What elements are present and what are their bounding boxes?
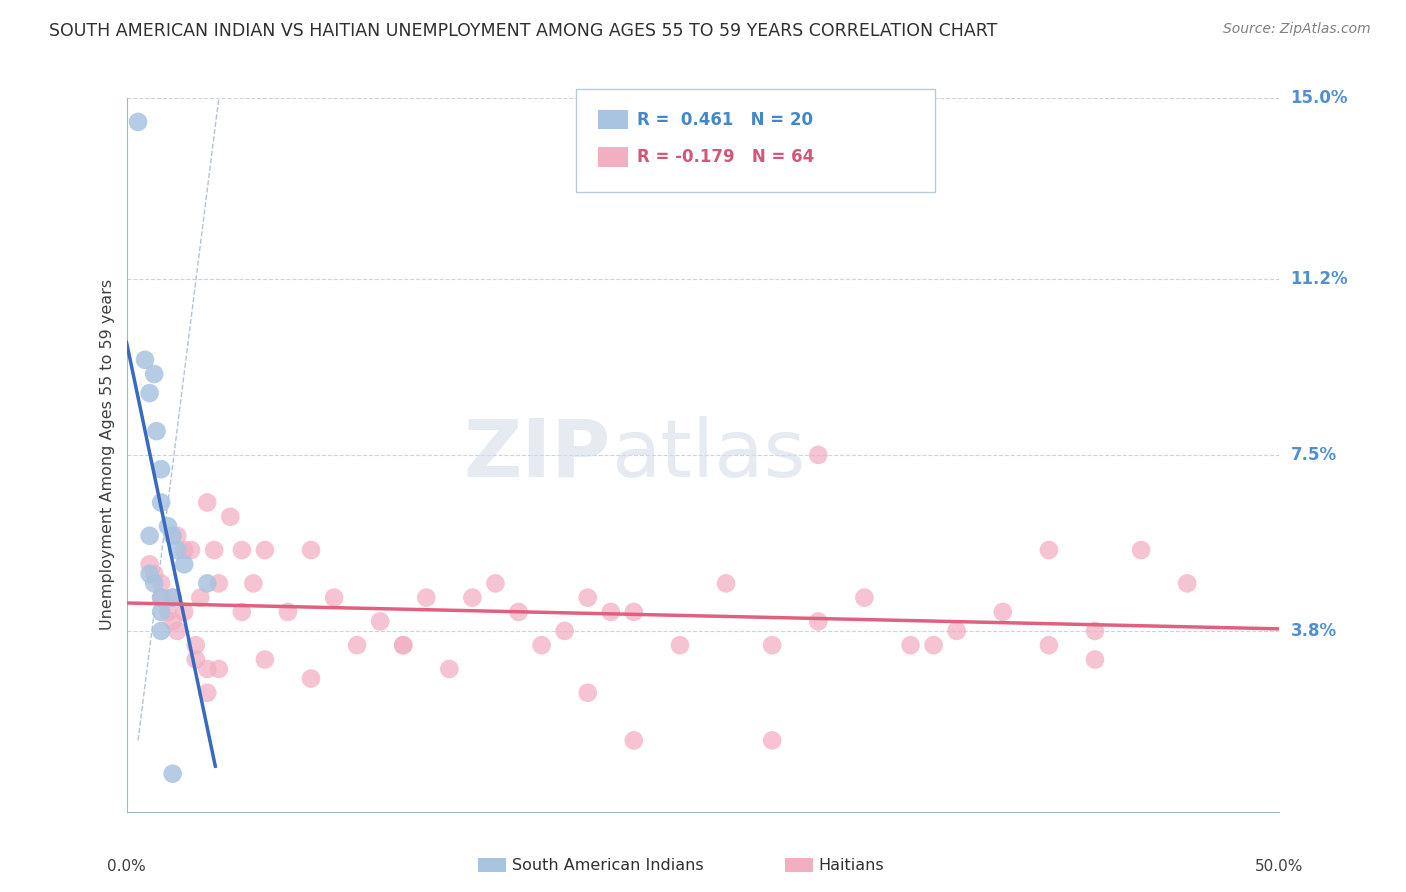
Point <box>461 591 484 605</box>
Text: SOUTH AMERICAN INDIAN VS HAITIAN UNEMPLOYMENT AMONG AGES 55 TO 59 YEARS CORRELAT: SOUTH AMERICAN INDIAN VS HAITIAN UNEMPLO… <box>49 22 998 40</box>
Point <box>576 591 599 605</box>
Point <box>143 566 166 581</box>
Point <box>576 686 599 700</box>
Point <box>761 638 783 652</box>
Point <box>162 615 184 629</box>
Point <box>195 495 218 509</box>
Point <box>1084 624 1107 638</box>
Text: 15.0%: 15.0% <box>1291 89 1348 107</box>
Point <box>173 605 195 619</box>
Point <box>807 615 830 629</box>
Point <box>173 558 195 572</box>
Point <box>346 638 368 652</box>
Point <box>166 543 188 558</box>
Point <box>807 448 830 462</box>
Point <box>253 652 276 666</box>
Point <box>368 615 391 629</box>
Point <box>392 638 415 652</box>
Point <box>277 605 299 619</box>
Point <box>138 566 160 581</box>
Point <box>173 543 195 558</box>
Point <box>945 624 967 638</box>
Point <box>150 591 173 605</box>
Y-axis label: Unemployment Among Ages 55 to 59 years: Unemployment Among Ages 55 to 59 years <box>100 279 115 631</box>
Point <box>184 638 207 652</box>
Point <box>134 352 156 367</box>
Point <box>623 605 645 619</box>
Point <box>166 624 188 638</box>
Point <box>623 733 645 747</box>
Point <box>242 576 264 591</box>
Point <box>714 576 737 591</box>
Text: 11.2%: 11.2% <box>1291 270 1348 288</box>
Point <box>231 605 253 619</box>
Point <box>669 638 692 652</box>
Point <box>162 591 184 605</box>
Text: atlas: atlas <box>610 416 806 494</box>
Point <box>202 543 225 558</box>
Point <box>138 386 160 401</box>
Point <box>127 115 149 129</box>
Point <box>195 662 218 676</box>
Text: 3.8%: 3.8% <box>1291 622 1337 640</box>
Point <box>323 591 346 605</box>
Point <box>145 424 167 438</box>
Point <box>157 605 180 619</box>
Point <box>150 495 173 509</box>
Point <box>162 529 184 543</box>
Text: 7.5%: 7.5% <box>1291 446 1337 464</box>
Point <box>208 662 231 676</box>
Point <box>1038 638 1060 652</box>
Point <box>150 605 173 619</box>
Point <box>299 672 322 686</box>
Point <box>143 576 166 591</box>
Point <box>184 652 207 666</box>
Point <box>530 638 553 652</box>
Text: ZIP: ZIP <box>464 416 610 494</box>
Point <box>1084 652 1107 666</box>
Point <box>299 543 322 558</box>
Point <box>900 638 922 652</box>
Text: Source: ZipAtlas.com: Source: ZipAtlas.com <box>1223 22 1371 37</box>
Point <box>219 509 242 524</box>
Point <box>150 624 173 638</box>
Point <box>508 605 530 619</box>
Point <box>1175 576 1198 591</box>
Point <box>150 591 173 605</box>
Point <box>143 367 166 381</box>
Point <box>150 462 173 476</box>
Point <box>922 638 945 652</box>
Point <box>162 591 184 605</box>
Point <box>180 543 202 558</box>
Point <box>439 662 461 676</box>
Text: Haitians: Haitians <box>818 858 884 872</box>
Point <box>195 686 218 700</box>
Point <box>138 529 160 543</box>
Point <box>188 591 211 605</box>
Text: South American Indians: South American Indians <box>512 858 703 872</box>
Text: 50.0%: 50.0% <box>1256 859 1303 874</box>
Point <box>138 558 160 572</box>
Point <box>415 591 437 605</box>
Point <box>231 543 253 558</box>
Text: 0.0%: 0.0% <box>107 859 146 874</box>
Point <box>157 519 180 533</box>
Point <box>253 543 276 558</box>
Point <box>599 605 621 619</box>
Point <box>1038 543 1060 558</box>
Point <box>554 624 576 638</box>
Point <box>392 638 415 652</box>
Point <box>162 766 184 780</box>
Point <box>853 591 876 605</box>
Point <box>1130 543 1153 558</box>
Point <box>484 576 506 591</box>
Point <box>195 576 218 591</box>
Point <box>991 605 1014 619</box>
Text: R = -0.179   N = 64: R = -0.179 N = 64 <box>637 148 814 166</box>
Point <box>166 529 188 543</box>
Text: R =  0.461   N = 20: R = 0.461 N = 20 <box>637 111 813 128</box>
Point <box>208 576 231 591</box>
Point <box>761 733 783 747</box>
Point <box>150 576 173 591</box>
